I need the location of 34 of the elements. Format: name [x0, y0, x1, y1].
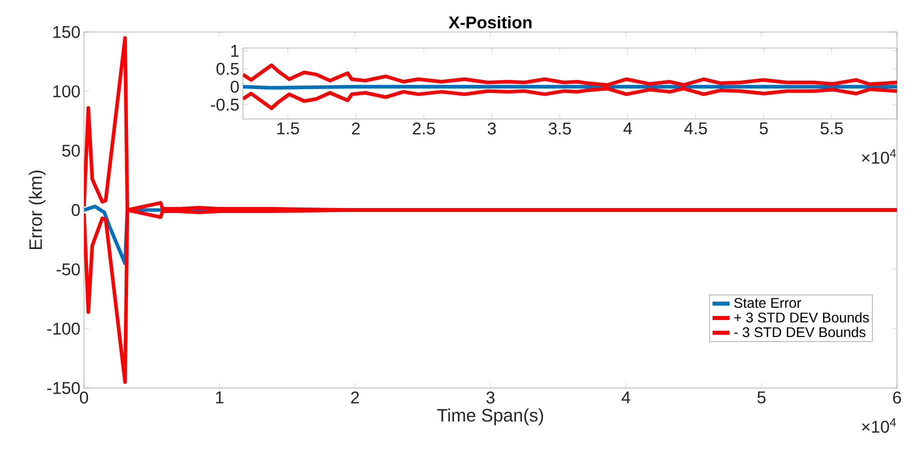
y-tick-label: 1: [231, 45, 239, 57]
y-tick-label: 50: [62, 144, 80, 157]
x-tick-label: 5.5: [820, 122, 843, 134]
x-tick-label: 5: [757, 392, 766, 404]
y-axis-title: Error (km): [28, 170, 46, 250]
legend-label: + 3 STD DEV Bounds: [734, 312, 869, 323]
y-tick-label: 0: [72, 204, 80, 216]
x-tick-label: 2.5: [412, 122, 435, 135]
y-tick-label: 0: [230, 80, 239, 93]
x-tick-label: 4.5: [684, 122, 707, 134]
x-tick-label: 5: [760, 122, 768, 134]
y-tick-label: -0.5: [210, 98, 239, 111]
x-tick-label: 3: [486, 392, 494, 404]
x-tick-label: 3: [488, 122, 496, 135]
x-tick-label: 3.5: [548, 122, 571, 135]
x-tick-label: 2: [352, 122, 360, 134]
y-tick-label: 100: [53, 85, 80, 98]
y-tick-label: -50: [56, 263, 80, 276]
text: ×10$^{4}$: [862, 418, 896, 433]
x-axis-title: Time Span(s): [437, 408, 544, 426]
y-tick-label: 150: [53, 26, 80, 38]
x-tick-label: 2: [351, 392, 359, 404]
legend-label: - 3 STD DEV Bounds: [734, 326, 866, 338]
y-tick-label: -150: [47, 382, 80, 394]
chart-title: X-Position: [448, 16, 532, 28]
x-tick-label: 4: [623, 122, 632, 134]
x-tick-label: 6: [893, 392, 901, 404]
legend-label: State Error: [734, 298, 802, 308]
y-tick-label: 0.5: [216, 62, 239, 75]
y-tick-label: -100: [47, 322, 80, 335]
x-tick-label: 4: [622, 392, 630, 404]
annotation: ×10$^{4}$: [862, 149, 896, 164]
x-tick-label: 0: [80, 392, 88, 404]
x-tick-label: 1.5: [277, 122, 299, 134]
